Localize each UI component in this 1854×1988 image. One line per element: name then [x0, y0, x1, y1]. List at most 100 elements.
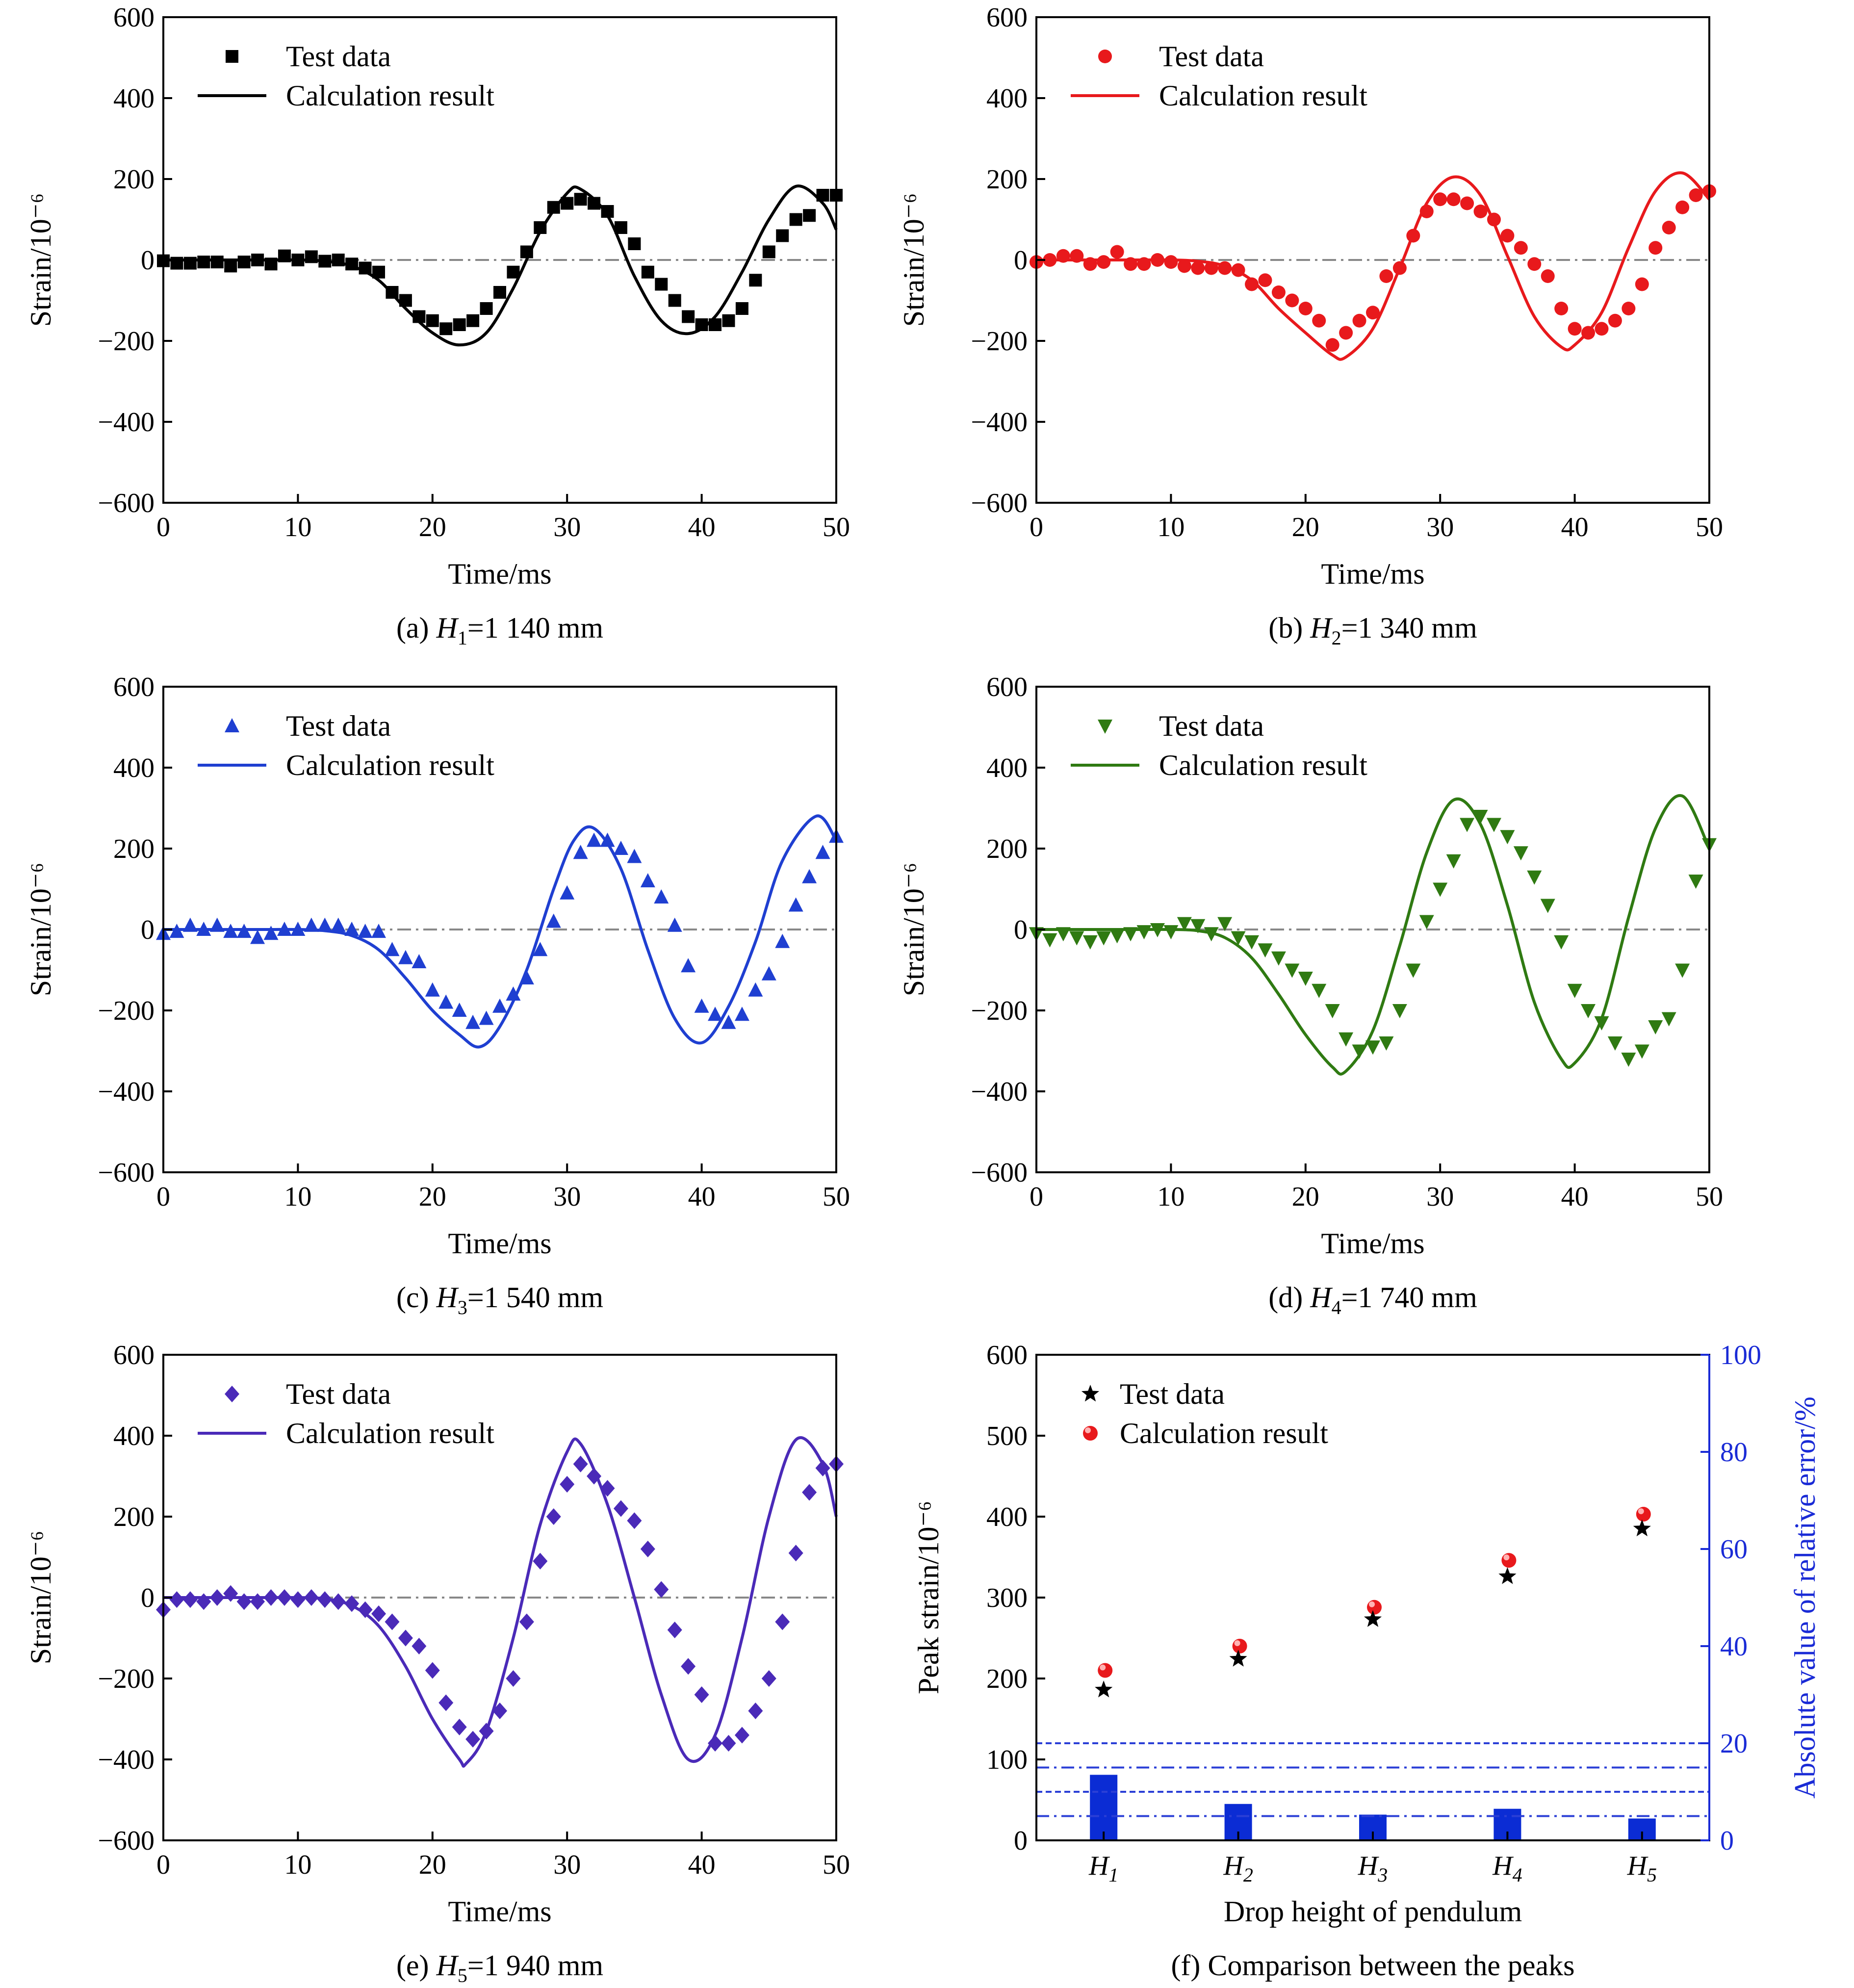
test-data-point: [788, 1545, 803, 1562]
y-tick-label: 200: [113, 1502, 154, 1532]
test-data-point: [1392, 1004, 1407, 1018]
test-data-point: [546, 913, 561, 928]
y-tick-label: −600: [971, 1158, 1028, 1188]
y-tick-label: 0: [1014, 1826, 1028, 1856]
test-data-point: [1150, 923, 1165, 937]
y-right-tick-label: 60: [1720, 1534, 1748, 1565]
x-tick-label: 30: [553, 512, 581, 542]
test-data-point: [588, 197, 601, 210]
test-data-point: [385, 942, 400, 956]
test-data-point: [1325, 338, 1339, 352]
test-data-point: [479, 1010, 494, 1025]
y-tick-label: 500: [986, 1421, 1028, 1451]
panel-caption: (c) H3=1 540 mm: [396, 1281, 603, 1318]
test-data-point: [788, 897, 803, 912]
test-data-point: [1567, 983, 1582, 998]
legend-calc-label: Calculation result: [1120, 1417, 1328, 1449]
test-data-point: [802, 869, 817, 883]
test-data-point: [1527, 257, 1542, 271]
test-data-point: [735, 302, 748, 315]
calculation-peak-highlight: [1638, 1508, 1644, 1515]
test-data-point: [1298, 972, 1313, 986]
test-data-point: [1473, 205, 1488, 218]
test-data-point: [682, 310, 695, 323]
calculation-peak-point: [1501, 1553, 1517, 1568]
test-data-point: [640, 1541, 655, 1557]
test-data-point: [1366, 306, 1380, 320]
legend-test-label: Test data: [1120, 1378, 1225, 1410]
test-data-point: [668, 294, 681, 307]
x-tick-label: 50: [823, 1182, 850, 1212]
test-data-point: [1191, 261, 1205, 275]
legend-test-label: Test data: [286, 40, 391, 73]
test-data-point: [236, 924, 252, 938]
test-data-point: [385, 1613, 400, 1630]
x-axis-title: Time/ms: [448, 1895, 551, 1928]
calculation-curve: [163, 184, 838, 347]
y-tick-label: 0: [141, 245, 154, 276]
y-tick-label: 600: [986, 1340, 1028, 1370]
test-data-point: [317, 917, 333, 932]
caption-variable: H: [1310, 1281, 1333, 1314]
caption-rest: =1 940 mm: [467, 1949, 603, 1982]
test-data-point: [1271, 951, 1286, 966]
caption-prefix: (c): [396, 1281, 437, 1314]
test-data-point: [1634, 1044, 1649, 1059]
y-tick-label: −400: [971, 1077, 1028, 1107]
panel-caption: (e) H5=1 940 mm: [396, 1949, 603, 1987]
panel-caption: (b) H2=1 340 mm: [1268, 612, 1477, 649]
test-data-point: [1082, 935, 1098, 950]
test-data-point: [1056, 927, 1071, 942]
test-data-point: [1379, 269, 1393, 283]
test-data-point: [1662, 221, 1676, 234]
test-data-point: [694, 1686, 709, 1703]
test-data-point: [344, 1595, 360, 1612]
test-data-point: [587, 832, 602, 847]
test-data-point: [426, 314, 439, 327]
x-tick-label: 30: [1426, 512, 1454, 542]
test-data-point: [1379, 1036, 1394, 1051]
y-tick-label: −200: [98, 326, 154, 357]
test-data-point: [492, 1703, 507, 1719]
x-axis-title: Time/ms: [1321, 558, 1424, 590]
x-tick-variable: H: [1358, 1851, 1379, 1881]
y-right-tick-label: 20: [1720, 1729, 1748, 1759]
test-data-point: [412, 1638, 427, 1654]
test-data-point: [708, 1007, 723, 1021]
panel-a: 0 10 20 30 40 50 −600 −400 −200 0 200 400 600 Time/ms…: [25, 2, 850, 649]
test-data-point: [1124, 257, 1138, 271]
x-tick-subscript: 5: [1647, 1864, 1657, 1886]
test-data-point: [1231, 263, 1245, 277]
test-data-point: [519, 1613, 534, 1630]
x-tick-label: H5: [1627, 1851, 1657, 1886]
test-data-point: [1312, 983, 1327, 998]
test-data-point: [600, 1480, 615, 1497]
legend-test-marker: [225, 718, 239, 732]
y-tick-label: 400: [113, 83, 154, 114]
test-data-point: [761, 1670, 776, 1687]
x-tick-label: 20: [419, 1182, 446, 1212]
x-tick-label: 50: [823, 1850, 850, 1880]
y-axis-title: Strain/10⁻⁶: [25, 193, 57, 327]
calculation-peak-point: [1636, 1507, 1651, 1522]
test-data-point: [694, 998, 709, 1013]
test-data-point: [170, 257, 183, 270]
test-data-point: [573, 845, 588, 859]
test-data-point: [1486, 818, 1501, 832]
calculation-peak-point: [1098, 1663, 1113, 1678]
x-tick-label: 20: [1292, 512, 1319, 542]
test-data-point: [425, 982, 440, 997]
caption-subscript: 1: [458, 627, 467, 649]
test-data-point: [1607, 1036, 1622, 1051]
legend-test-marker: [1081, 1385, 1100, 1402]
test-data-point: [708, 1735, 723, 1752]
legend-test-marker: [226, 50, 238, 63]
calculation-peak-point: [1367, 1600, 1382, 1615]
caption-prefix: (f): [1171, 1949, 1208, 1982]
panel-c: 0 10 20 30 40 50 −600 −400 −200 0 200 400 600 Time/ms…: [25, 672, 850, 1318]
x-tick-label: 10: [1157, 1182, 1184, 1212]
test-data-point: [1688, 875, 1703, 889]
calculation-peak-highlight: [1234, 1640, 1240, 1646]
test-data-point: [425, 1662, 440, 1679]
test-data-point: [573, 1455, 588, 1472]
